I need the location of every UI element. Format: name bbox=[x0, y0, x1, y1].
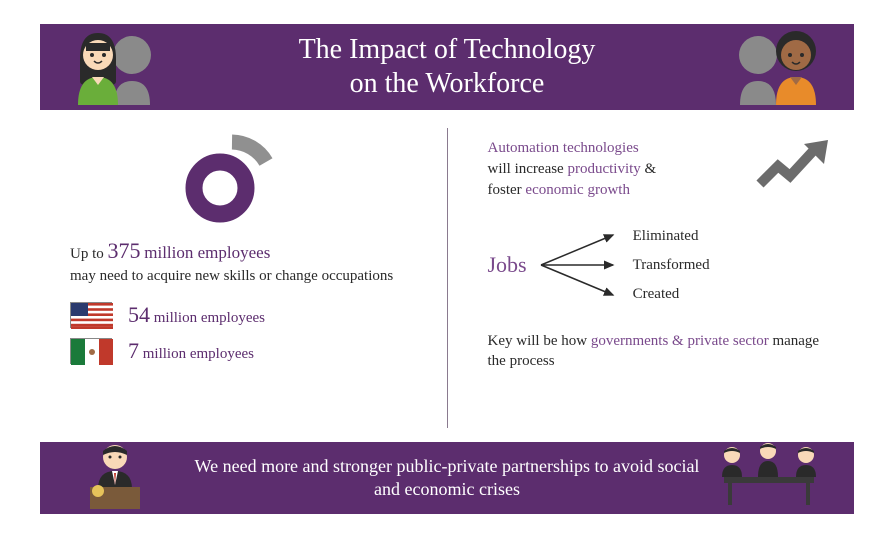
global-stat: Up to 375 million employees may need to … bbox=[70, 236, 417, 286]
donut-chart-icon bbox=[70, 138, 417, 228]
auto-l3b: economic growth bbox=[525, 182, 630, 198]
outcome-created: Created bbox=[633, 286, 710, 303]
outcome-eliminated: Eliminated bbox=[633, 228, 710, 245]
left-column: Up to 375 million employees may need to … bbox=[40, 128, 448, 428]
key-text: Key will be how governments & private se… bbox=[488, 331, 835, 372]
footer-text: We need more and stronger public-private… bbox=[187, 455, 707, 502]
auto-l1: Automation technologies bbox=[488, 140, 639, 156]
speaker-podium-icon bbox=[80, 441, 150, 514]
auto-l2a: will increase bbox=[488, 161, 568, 177]
meeting-table-icon bbox=[714, 441, 824, 510]
avatar-pair-right-icon bbox=[736, 25, 824, 110]
stat-prefix: Up to bbox=[70, 246, 108, 262]
stat-unit: million employees bbox=[144, 243, 270, 262]
country-row-usa: 54 million employees bbox=[70, 302, 417, 328]
auto-l2b: productivity bbox=[567, 161, 640, 177]
usa-number: 54 bbox=[128, 302, 150, 327]
automation-text: Automation technologies will increase pr… bbox=[488, 138, 738, 201]
outcome-transformed: Transformed bbox=[633, 257, 710, 274]
main-content: Up to 375 million employees may need to … bbox=[40, 128, 854, 428]
key-t2: governments & private sector bbox=[591, 333, 769, 349]
page-title: The Impact of Technologyon the Workforce bbox=[299, 33, 596, 100]
mexico-number: 7 bbox=[128, 338, 139, 363]
auto-l2c: & bbox=[641, 161, 656, 177]
usa-flag-icon bbox=[70, 302, 112, 328]
usa-unit: million employees bbox=[154, 310, 265, 326]
jobs-arrows-icon bbox=[535, 225, 625, 305]
trend-up-arrow-icon bbox=[756, 136, 836, 197]
right-column: Automation technologies will increase pr… bbox=[448, 128, 855, 428]
auto-l3a: foster bbox=[488, 182, 526, 198]
mexico-unit: million employees bbox=[143, 346, 254, 362]
stat-number: 375 bbox=[108, 238, 141, 263]
jobs-outcomes: Eliminated Transformed Created bbox=[633, 228, 710, 303]
key-t1: Key will be how bbox=[488, 333, 591, 349]
jobs-diagram: Jobs Eliminated Transformed Created bbox=[488, 225, 835, 305]
jobs-label: Jobs bbox=[488, 252, 527, 278]
footer-banner: We need more and stronger public-private… bbox=[40, 442, 854, 514]
country-row-mexico: 7 million employees bbox=[70, 338, 417, 364]
avatar-pair-left-icon bbox=[70, 25, 158, 110]
header-banner: The Impact of Technologyon the Workforce bbox=[40, 24, 854, 110]
stat-rest: may need to acquire new skills or change… bbox=[70, 268, 393, 284]
title-line1: The Impact of Technologyon the Workforce bbox=[299, 34, 596, 99]
mexico-flag-icon bbox=[70, 338, 112, 364]
